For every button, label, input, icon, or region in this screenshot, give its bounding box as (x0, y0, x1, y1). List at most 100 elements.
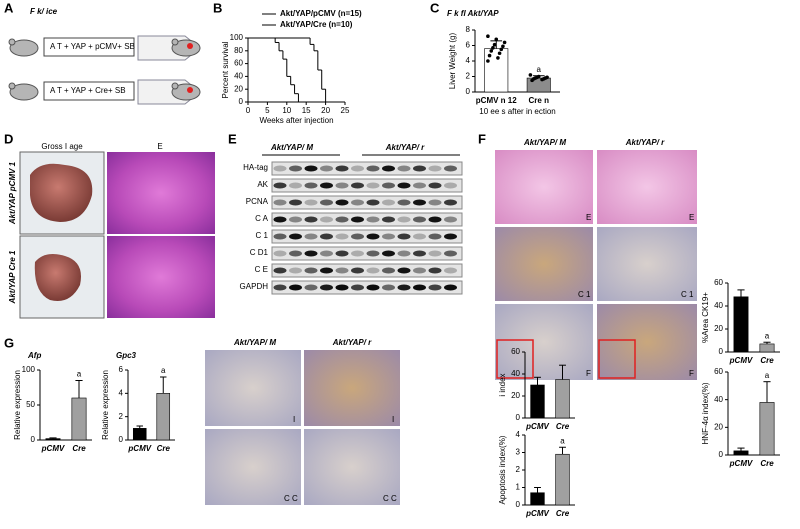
condition: A T + YAP + Cre+ SB (50, 86, 126, 95)
y-tick-label: 40 (234, 72, 243, 81)
group-label: Akt/YAP/ M (270, 143, 313, 152)
band (273, 165, 287, 172)
band (444, 182, 457, 189)
y-tick-label: 4 (466, 56, 471, 65)
liver (34, 254, 81, 301)
image-label: E (586, 213, 591, 222)
bar (530, 492, 545, 506)
y-tick-label: 0 (239, 97, 244, 106)
panel-label: G (4, 335, 14, 350)
row-label: Akt/YAP pCMV 1 (8, 161, 17, 225)
significance-label: a (765, 371, 770, 380)
bar (71, 397, 87, 441)
image-label: C 1 (578, 290, 591, 299)
band (304, 284, 318, 291)
y-tick-label: 20 (511, 391, 520, 400)
band (320, 284, 333, 291)
data-point (486, 34, 490, 38)
group-label: Akt/YAP/ r (385, 143, 425, 152)
bar (759, 343, 775, 353)
western-blot: HA-tag AK PCNA C A C 1 C D1 C E GAPDH (240, 161, 463, 295)
band (320, 233, 333, 240)
y-tick-label: 20 (714, 422, 723, 431)
row-label: GAPDH (240, 282, 269, 291)
x-tick-label: Cre (72, 444, 86, 453)
data-point (487, 53, 492, 58)
y-tick-label: 100 (22, 365, 36, 374)
band (273, 233, 287, 240)
band (428, 182, 442, 189)
y-axis-label: Relative expression (101, 370, 110, 440)
panel-label: E (228, 131, 237, 146)
y-tick-label: 40 (714, 395, 723, 404)
error-bar (75, 380, 83, 398)
liver (30, 163, 93, 222)
blot-strip (271, 212, 463, 227)
row-label: C A (255, 214, 269, 223)
he-image (107, 152, 215, 234)
band (289, 233, 302, 240)
x-tick-label: 10 (282, 106, 291, 115)
column-title: E (157, 142, 162, 151)
band (366, 199, 380, 206)
band (413, 250, 426, 257)
band (273, 284, 287, 291)
x-tick-label: pCMV (127, 444, 151, 453)
band (366, 267, 380, 274)
y-tick-label: 60 (714, 367, 723, 376)
significance-label: a (560, 436, 565, 445)
y-axis-label: Apoptosis index(%) (498, 435, 507, 504)
significance-label: a (161, 366, 166, 375)
band (413, 233, 426, 240)
y-tick-label: 4 (516, 430, 521, 439)
band (413, 199, 426, 206)
x-tick-label: pCMV (41, 444, 65, 453)
band (320, 182, 333, 189)
row-label: C 1 (256, 231, 269, 240)
x-axis-label: 10 ee s after in ection (479, 107, 556, 116)
bar (733, 450, 749, 456)
bar (156, 393, 171, 441)
band (428, 216, 442, 223)
x-tick-label: 20 (321, 106, 330, 115)
bar (555, 379, 570, 419)
y-tick-label: 0 (31, 435, 36, 444)
error-bar (559, 446, 566, 455)
band (428, 165, 442, 172)
band (289, 216, 302, 223)
bar (132, 428, 147, 441)
y-tick-label: 2 (119, 412, 124, 421)
band (320, 199, 333, 206)
x-tick-label: pCMV (525, 422, 549, 431)
band (397, 165, 411, 172)
band (273, 250, 287, 257)
column-title: Akt/YAP/ M (523, 138, 566, 147)
y-tick-label: 3 (516, 448, 521, 457)
y-tick-label: 60 (511, 347, 520, 356)
band (382, 233, 395, 240)
significance-label: a (77, 370, 82, 379)
x-tick-label: pCMV (729, 459, 753, 468)
y-tick-label: 6 (119, 365, 124, 374)
band (428, 233, 442, 240)
band (428, 284, 442, 291)
band (320, 267, 333, 274)
error-bar (136, 425, 143, 429)
mouse (8, 38, 39, 57)
error-bar (763, 381, 771, 403)
ihc-image (597, 227, 697, 301)
band (413, 284, 426, 291)
band (444, 199, 457, 206)
band (351, 233, 364, 240)
x-tick-label: Cre (760, 356, 774, 365)
band (289, 284, 302, 291)
ihc-image (495, 304, 593, 380)
band (351, 165, 364, 172)
band (366, 233, 380, 240)
row-label: AK (257, 180, 268, 189)
band (320, 216, 333, 223)
x-tick-label: 25 (341, 106, 350, 115)
image-label: I (293, 415, 295, 424)
band (366, 250, 380, 257)
y-axis-label: %Area CK19+ (701, 292, 710, 343)
